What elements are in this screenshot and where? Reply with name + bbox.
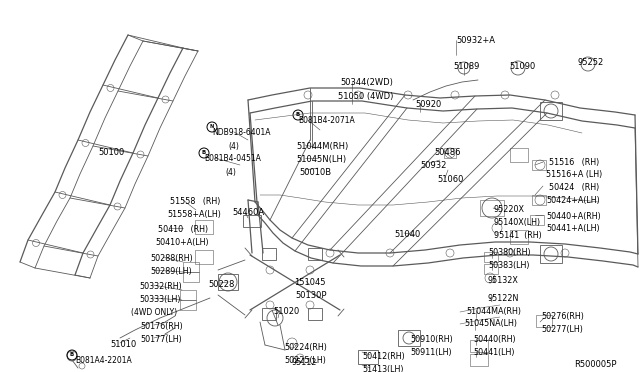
Bar [218,274,238,290]
Text: 95252: 95252 [577,58,604,67]
Bar [183,272,199,282]
Bar [444,148,456,158]
Text: 51044M(RH): 51044M(RH) [296,142,348,151]
Text: 50441+A(LH): 50441+A(LH) [546,224,600,233]
Bar [480,200,504,216]
Bar [195,250,213,264]
Text: 50486: 50486 [434,148,461,157]
Text: 51020: 51020 [273,307,300,316]
Text: 50344(2WD): 50344(2WD) [340,78,393,87]
Text: 50224(RH): 50224(RH) [284,343,327,352]
Text: 50932+A: 50932+A [456,36,495,45]
Bar [540,245,562,263]
Bar [262,308,276,320]
Text: 50410   (RH): 50410 (RH) [158,225,208,234]
Text: 50383(LH): 50383(LH) [488,261,529,270]
Bar [470,354,488,366]
Text: 51010: 51010 [110,340,136,349]
Text: 50276(RH): 50276(RH) [541,312,584,321]
Text: 51558   (RH): 51558 (RH) [170,197,220,206]
Text: 51516+A (LH): 51516+A (LH) [546,170,602,179]
Text: B081B4-0451A: B081B4-0451A [204,154,261,163]
Text: 51060: 51060 [437,175,463,184]
Text: (4WD ONLY): (4WD ONLY) [131,308,177,317]
Text: B: B [296,112,300,118]
Text: 95141  (RH): 95141 (RH) [494,231,541,240]
Bar [243,215,261,227]
Text: 50440+A(RH): 50440+A(RH) [546,212,601,221]
Text: 50424   (RH): 50424 (RH) [549,183,599,192]
Text: R500005P: R500005P [574,360,616,369]
Text: 51089: 51089 [453,62,479,71]
Text: 50920: 50920 [415,100,441,109]
Bar [180,300,196,310]
Text: 50910(RH): 50910(RH) [410,335,452,344]
Bar [308,308,322,320]
Text: 51040: 51040 [394,230,420,239]
Text: B: B [202,151,206,155]
Bar [358,350,378,364]
Text: B081A4-2201A: B081A4-2201A [75,356,132,365]
Text: 50911(LH): 50911(LH) [410,348,452,357]
Text: 51044MA(RH): 51044MA(RH) [466,307,521,316]
Text: 50932: 50932 [420,161,446,170]
Text: 50289(LH): 50289(LH) [150,267,192,276]
Bar [536,315,552,327]
Text: 50380(RH): 50380(RH) [488,248,531,257]
Text: 50225(LH): 50225(LH) [284,356,326,365]
Text: 50176(RH): 50176(RH) [140,322,183,331]
Text: 51413(LH): 51413(LH) [362,365,403,372]
Text: 50100: 50100 [98,148,124,157]
Text: 51558+A(LH): 51558+A(LH) [167,210,221,219]
Text: 51045NA(LH): 51045NA(LH) [464,319,517,328]
Bar [195,220,213,234]
Text: B: B [70,353,74,357]
Bar [484,252,498,262]
Text: 51516   (RH): 51516 (RH) [549,158,599,167]
Text: 50410+A(LH): 50410+A(LH) [155,238,209,247]
Text: 50177(LH): 50177(LH) [140,335,182,344]
Text: 50333(LH): 50333(LH) [139,295,180,304]
Text: 51045N(LH): 51045N(LH) [296,155,346,164]
Bar [540,102,562,120]
Bar [470,340,488,352]
Text: 151045: 151045 [294,278,326,287]
Text: 95112: 95112 [291,358,316,367]
Text: (4): (4) [228,142,239,151]
Text: 50424+A(LH): 50424+A(LH) [546,196,600,205]
Text: 50412(RH): 50412(RH) [362,352,404,361]
Text: N: N [210,125,214,129]
Text: (4): (4) [225,168,236,177]
Text: 95140X(LH): 95140X(LH) [494,218,541,227]
Bar [262,248,276,260]
Bar [180,290,196,300]
Text: 50277(LH): 50277(LH) [541,325,583,334]
Bar [398,330,420,346]
Bar [530,215,544,225]
Text: 50441(LH): 50441(LH) [473,348,515,357]
Text: 50010B: 50010B [299,168,331,177]
Bar [532,195,546,205]
Text: 50332(RH): 50332(RH) [139,282,182,291]
Text: NDB918-6401A: NDB918-6401A [212,128,271,137]
Text: 50288(RH): 50288(RH) [150,254,193,263]
Bar [484,264,498,274]
Text: 95220X: 95220X [493,205,524,214]
Text: 50130P: 50130P [295,291,326,300]
Text: 50228: 50228 [208,280,234,289]
Bar [510,148,528,162]
Bar [183,262,199,272]
Text: 50440(RH): 50440(RH) [473,335,516,344]
Bar [532,160,546,170]
Bar [308,248,322,260]
Text: 54460A: 54460A [232,208,264,217]
Text: 95132X: 95132X [488,276,519,285]
Text: 51050 (4WD): 51050 (4WD) [338,92,394,101]
Bar [510,230,528,244]
Text: 95122N: 95122N [487,294,518,303]
Text: B081B4-2071A: B081B4-2071A [298,116,355,125]
Text: 51090: 51090 [509,62,535,71]
